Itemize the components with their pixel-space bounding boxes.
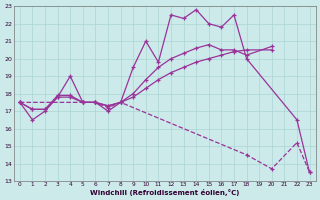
X-axis label: Windchill (Refroidissement éolien,°C): Windchill (Refroidissement éolien,°C): [90, 189, 239, 196]
